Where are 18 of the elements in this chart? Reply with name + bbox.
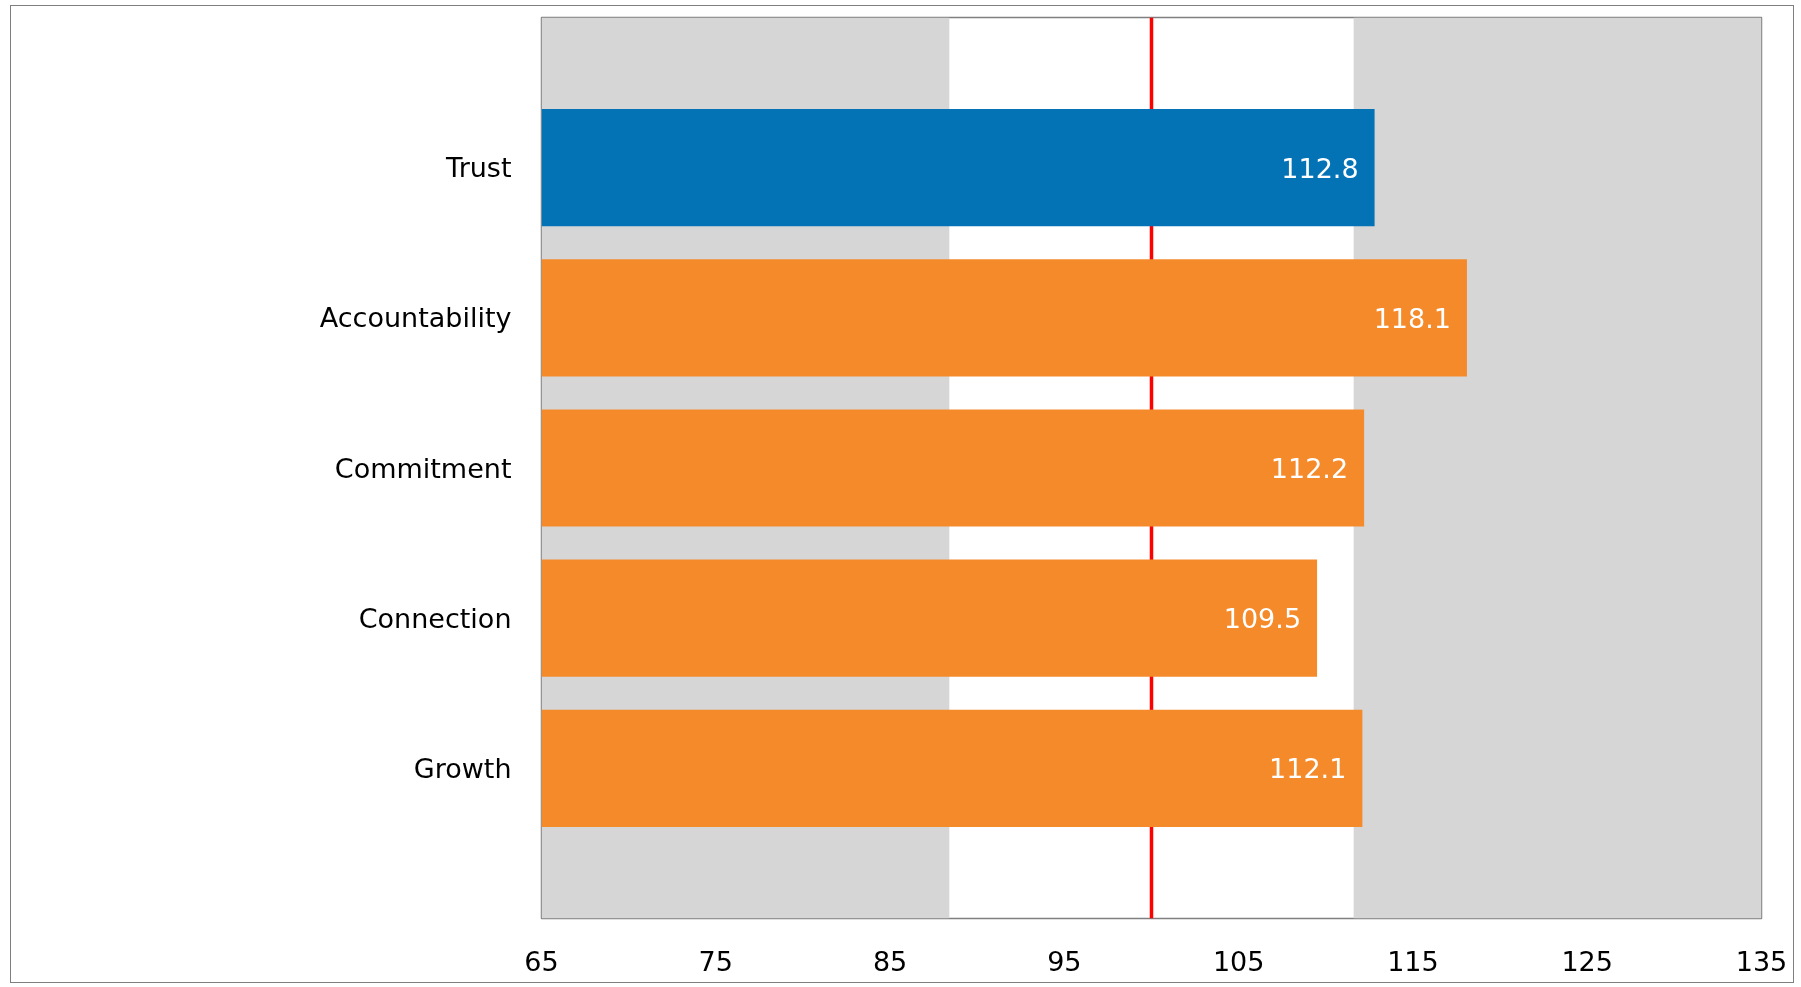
x-tick-label: 75 [698, 945, 733, 977]
x-tick-label: 85 [872, 945, 908, 977]
x-tick-label: 135 [1735, 945, 1788, 977]
x-tick-label: 105 [1212, 945, 1265, 977]
x-tick-label: 65 [524, 945, 559, 977]
data-label: 112.2 [1270, 453, 1349, 484]
y-tick-label: Growth [413, 752, 512, 784]
y-tick-label: Accountability [319, 302, 512, 334]
data-label: 112.8 [1281, 152, 1359, 184]
y-tick-label: Connection [358, 602, 512, 634]
data-label: 112.1 [1269, 753, 1347, 785]
data-label: 118.1 [1373, 302, 1451, 334]
y-tick-label: Trust [445, 152, 512, 184]
y-tick-label: Commitment [334, 452, 512, 484]
x-tick-label: 95 [1047, 945, 1082, 977]
x-tick-label: 115 [1387, 945, 1439, 977]
data-label: 109.5 [1223, 603, 1302, 635]
x-tick-label: 125 [1561, 945, 1613, 977]
